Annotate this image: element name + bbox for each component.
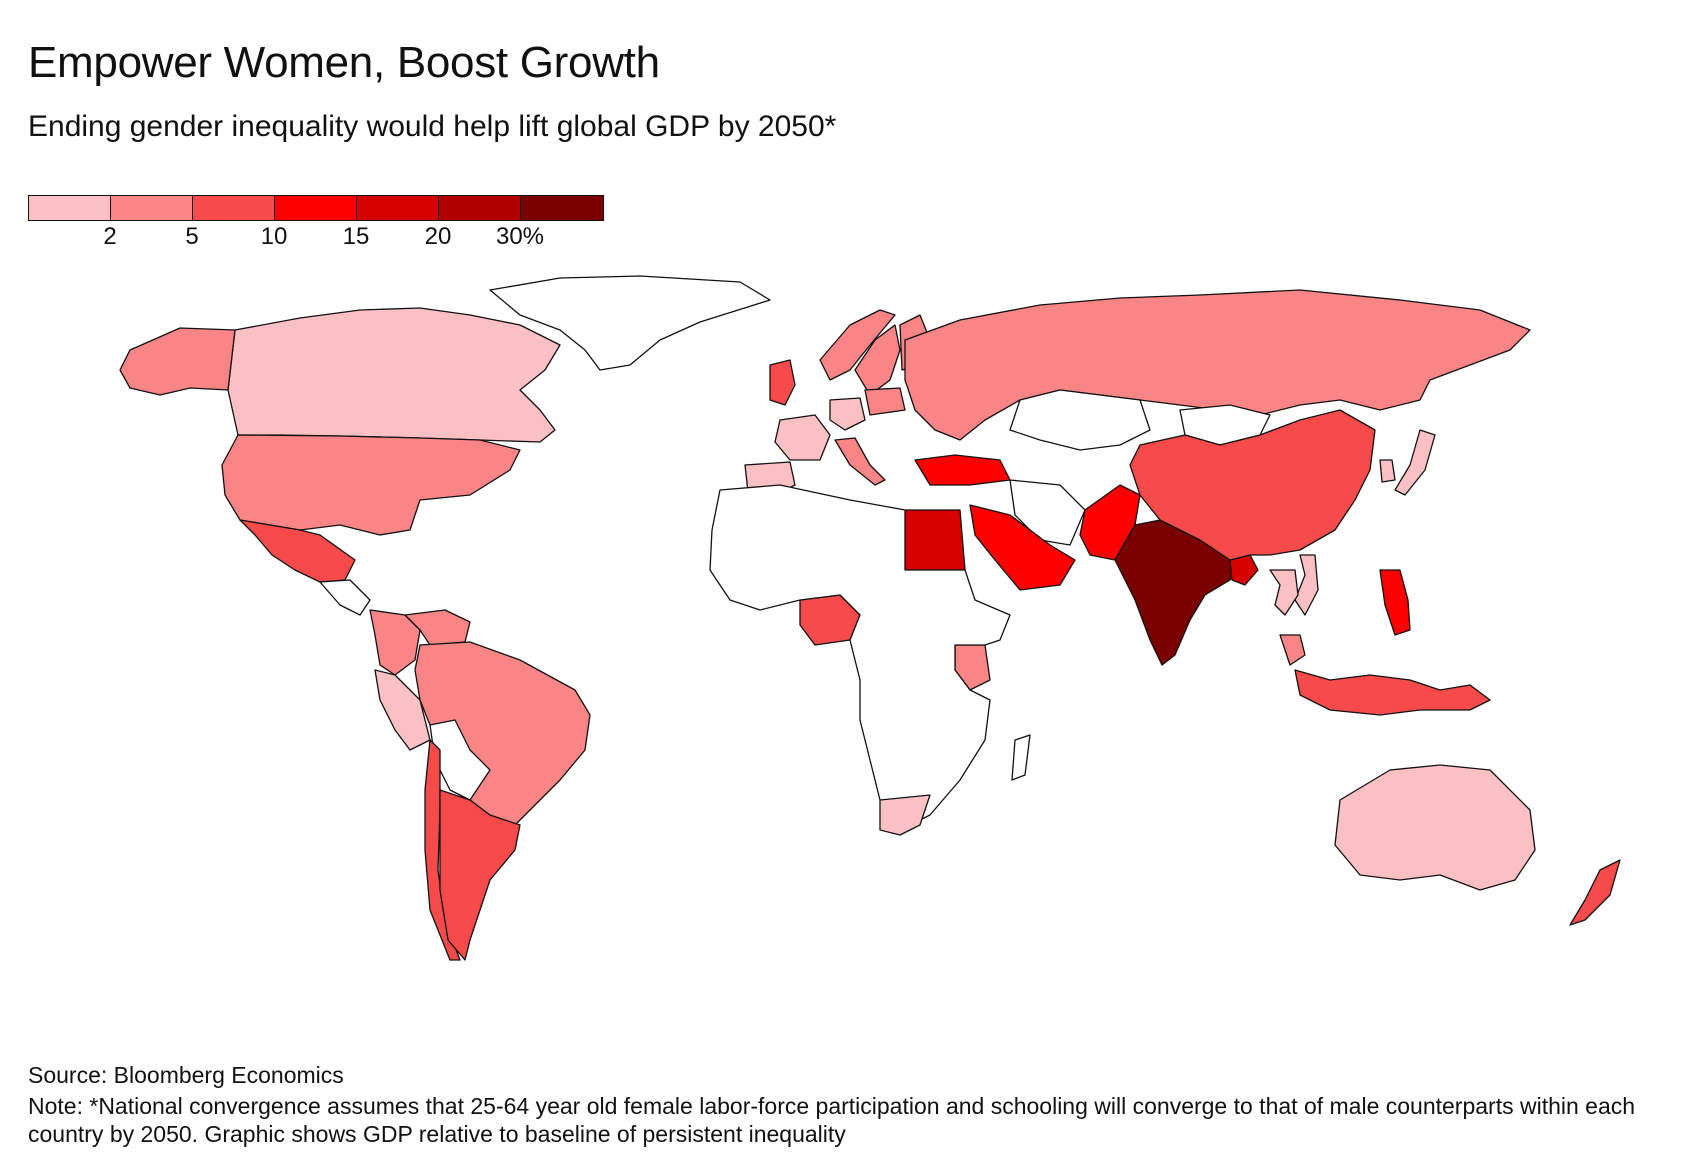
legend-swatch <box>357 196 439 220</box>
legend-swatch <box>29 196 111 220</box>
country-turkey <box>914 454 1011 486</box>
country-alaska-united-states <box>119 327 236 396</box>
color-legend: 2 5 10 15 20 30% <box>28 195 608 255</box>
country-south-africa <box>879 794 931 836</box>
country-russia <box>904 289 1531 441</box>
legend-swatch <box>193 196 275 220</box>
world-map <box>0 270 1696 1060</box>
world-map-svg <box>119 275 1621 961</box>
country-new-zealand <box>1569 859 1621 926</box>
country-africa-other <box>709 484 1011 831</box>
country-norway <box>819 309 896 381</box>
country-africa-other <box>319 579 371 616</box>
country-argentina <box>439 789 521 961</box>
legend-tick: 5 <box>185 223 199 250</box>
country-greenland <box>489 275 771 371</box>
country-united-states <box>221 434 521 536</box>
legend-tick: 20 <box>424 223 452 250</box>
country-south-korea <box>1379 459 1396 483</box>
country-canada <box>227 307 561 443</box>
legend-tick: 2 <box>103 223 117 250</box>
legend-tick: 10 <box>260 223 288 250</box>
legend-swatch <box>111 196 193 220</box>
country-indonesia <box>1294 669 1491 716</box>
chart-title: Empower Women, Boost Growth <box>28 38 660 87</box>
country-poland <box>864 387 906 416</box>
country-africa-other <box>1011 734 1031 781</box>
country-thailand <box>1269 569 1299 616</box>
country-kazakhstan <box>1009 389 1151 451</box>
country-italy <box>834 437 886 486</box>
country-japan <box>1394 429 1436 496</box>
chart-subtitle: Ending gender inequality would help lift… <box>28 110 837 143</box>
legend-tick: 15 <box>342 223 370 250</box>
legend-tick: 30% <box>495 223 545 250</box>
country-philippines <box>1379 569 1411 636</box>
country-malaysia <box>1279 634 1306 666</box>
country-mexico <box>239 519 356 583</box>
country-china <box>1129 409 1376 561</box>
country-vietnam <box>1294 554 1319 616</box>
source-note: Source: Bloomberg Economics <box>28 1062 344 1088</box>
legend-swatch <box>521 196 603 220</box>
legend-bar <box>28 195 604 221</box>
country-germany <box>829 397 866 431</box>
country-united-kingdom <box>769 359 796 406</box>
country-egypt <box>904 509 966 571</box>
country-australia <box>1334 764 1536 891</box>
legend-swatch <box>439 196 521 220</box>
country-france <box>774 414 831 461</box>
footnote: Note: *National convergence assumes that… <box>28 1093 1636 1147</box>
country-saudi-arabia <box>969 504 1076 591</box>
country-peru <box>374 669 431 751</box>
legend-swatch <box>275 196 357 220</box>
